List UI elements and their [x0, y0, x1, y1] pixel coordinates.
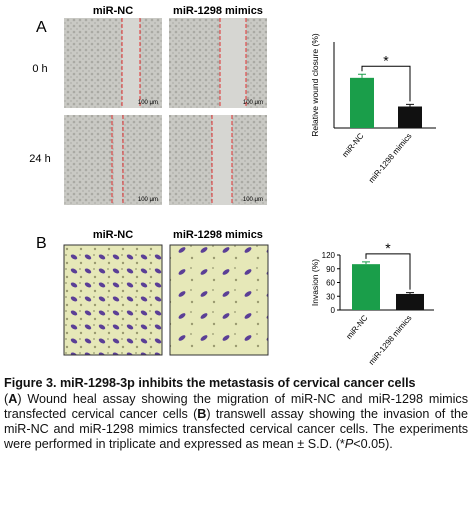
caption-text: ) Wound heal assay showing the migration… — [4, 392, 468, 421]
caption-body: (A) Wound heal assay showing the migrati… — [4, 392, 468, 452]
panel-label: B — [36, 235, 47, 252]
error-bar — [358, 73, 366, 78]
significance-bracket — [365, 253, 411, 290]
micrograph: 100 μm — [169, 115, 267, 205]
column-header: miR-NC — [93, 229, 133, 241]
caption-text: ( — [4, 392, 9, 406]
micrograph: 100 μm — [64, 115, 162, 205]
caption-text: A — [8, 392, 18, 406]
caption-text: <0.05). — [353, 437, 393, 451]
caption-text: P — [344, 437, 354, 451]
y-tick-label: 120 — [322, 251, 336, 260]
micrograph — [63, 244, 163, 356]
micrograph — [169, 244, 269, 356]
error-bar — [406, 103, 414, 107]
caption-text: ) transwell assay showing the invasion o… — [4, 407, 468, 451]
y-tick-label: 60 — [326, 279, 335, 288]
micrograph: 100 μm — [169, 18, 267, 108]
column-header: miR-1298 mimics — [173, 229, 263, 241]
scale-bar-label: 100 μm — [243, 197, 263, 203]
row-label: 24 h — [29, 153, 50, 165]
x-tick-label: miR-NC — [344, 313, 369, 341]
figure: A miR-NC miR-1298 mimics 0 h 24 h 100 μm… — [29, 5, 436, 367]
column-header: miR-NC — [93, 5, 133, 17]
caption-title: Figure 3. miR-1298-3p inhibits the metas… — [4, 376, 416, 390]
micrograph: 100 μm — [64, 18, 162, 108]
significance-label: * — [383, 52, 389, 68]
bar — [398, 106, 422, 128]
bar — [352, 264, 380, 310]
significance-bracket — [361, 65, 411, 102]
y-axis-label: Relative wound closure (%) — [310, 33, 320, 137]
x-tick-label: miR-1298 mimics — [367, 314, 414, 367]
error-bar — [406, 292, 414, 294]
scale-bar-label: 100 μm — [243, 100, 263, 106]
bar — [396, 293, 424, 310]
caption-text: B — [197, 407, 207, 421]
x-tick-label: miR-1298 mimics — [367, 132, 414, 185]
scale-bar-label: 100 μm — [138, 100, 158, 106]
scale-bar-label: 100 μm — [138, 197, 158, 203]
bar — [350, 77, 374, 128]
y-tick-label: 30 — [326, 292, 335, 301]
column-header: miR-1298 mimics — [173, 5, 263, 17]
y-tick-label: 90 — [326, 265, 335, 274]
significance-label: * — [385, 240, 391, 256]
y-tick-label: 0 — [331, 306, 336, 315]
y-axis-label: Invasion (%) — [310, 259, 320, 306]
row-label: 0 h — [32, 63, 47, 75]
error-bar — [362, 261, 370, 265]
panel-label: A — [36, 19, 47, 36]
x-tick-label: miR-NC — [340, 131, 365, 159]
caption: Figure 3. miR-1298-3p inhibits the metas… — [4, 376, 468, 452]
bar-chart: Relative wound closure (%) miR-NC miR-1298… — [310, 33, 436, 185]
